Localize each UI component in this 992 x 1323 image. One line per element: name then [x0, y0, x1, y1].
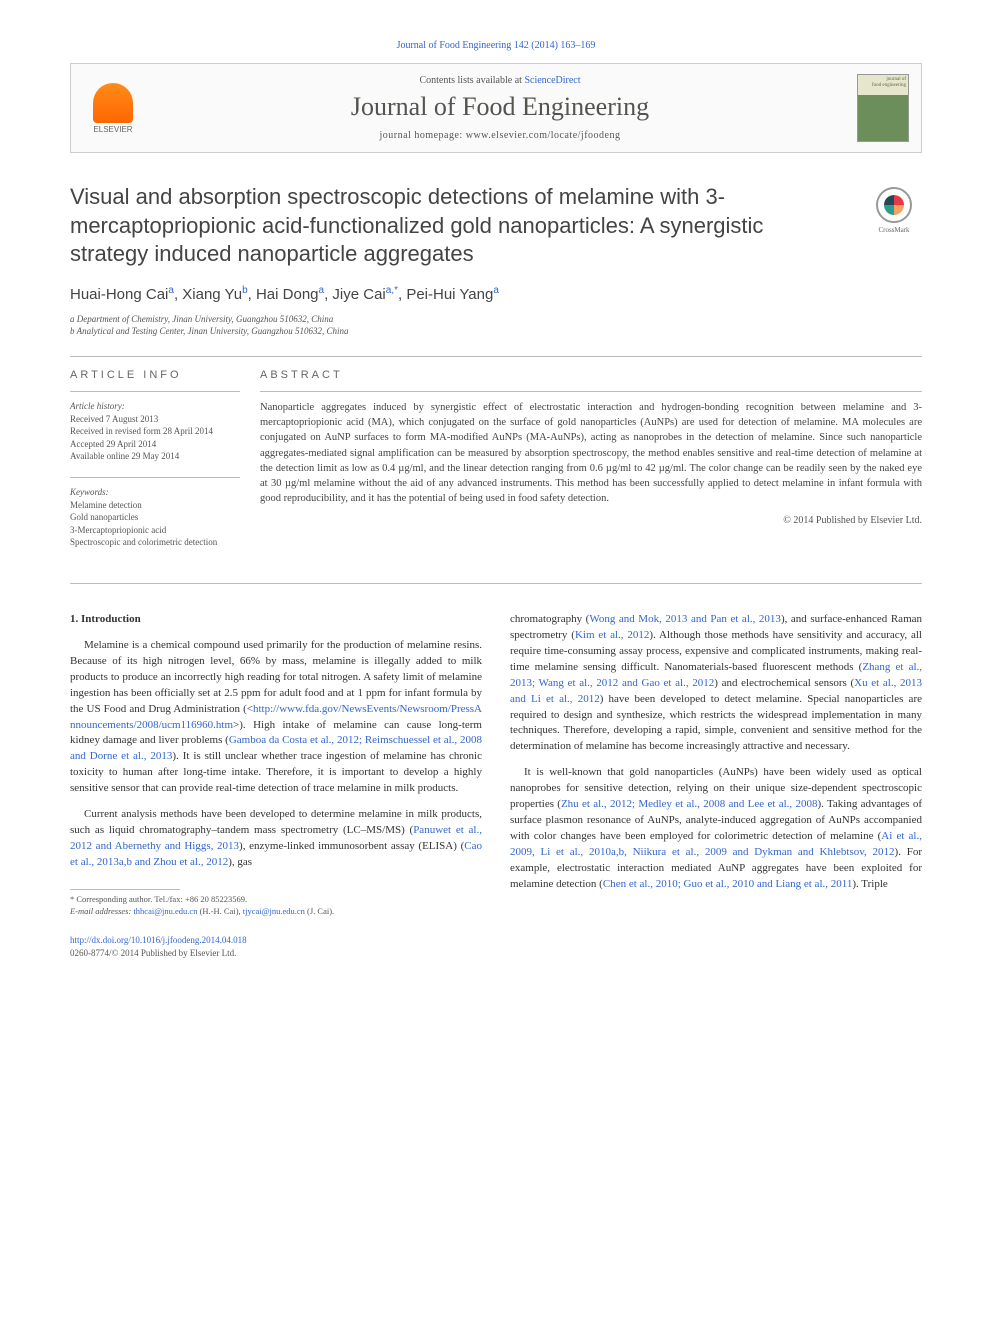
elsevier-tree-icon: [93, 83, 133, 123]
abstract-label: ABSTRACT: [260, 369, 922, 381]
p2-text-c: ), gas: [228, 856, 252, 868]
history-revised: Received in revised form 28 April 2014: [70, 425, 240, 438]
homepage-prefix: journal homepage:: [380, 130, 466, 141]
email-1[interactable]: thhcai@jnu.edu.cn: [133, 906, 197, 916]
history-label: Article history:: [70, 400, 240, 413]
body-paragraph-4: It is well-known that gold nanoparticles…: [510, 765, 922, 893]
p3-text-d: ) and electrochemical sensors (: [714, 677, 854, 689]
keywords-label: Keywords:: [70, 486, 240, 499]
author-5: , Pei-Hui Yang: [398, 286, 493, 303]
divider-top: [70, 356, 922, 357]
article-info-label: ARTICLE INFO: [70, 369, 240, 381]
corresponding-author: * Corresponding author. Tel./fax: +86 20…: [70, 894, 482, 906]
footer-block: http://dx.doi.org/10.1016/j.jfoodeng.201…: [70, 934, 482, 960]
article-title: Visual and absorption spectroscopic dete…: [70, 183, 922, 269]
body-paragraph-1: Melamine is a chemical compound used pri…: [70, 638, 482, 797]
contents-prefix: Contents lists available at: [419, 75, 524, 86]
journal-name: Journal of Food Engineering: [155, 92, 845, 122]
body-column-left: 1. Introduction Melamine is a chemical c…: [70, 612, 482, 960]
body-paragraph-3: chromatography (Wong and Mok, 2013 and P…: [510, 612, 922, 755]
email-1-name: (H.-H. Cai),: [197, 906, 242, 916]
journal-cover-label: journal of food engineering: [872, 77, 906, 88]
body-paragraph-2: Current analysis methods have been devel…: [70, 807, 482, 871]
journal-reference: Journal of Food Engineering 142 (2014) 1…: [70, 40, 922, 51]
email-2-name: (J. Cai).: [305, 906, 334, 916]
keyword-1: Melamine detection: [70, 499, 240, 512]
keyword-3: 3-Mercaptopriopionic acid: [70, 524, 240, 537]
p2-text-b: ), enzyme-linked immunosorbent assay (EL…: [239, 840, 464, 852]
abstract-text: Nanoparticle aggregates induced by syner…: [260, 400, 922, 507]
history-online: Available online 29 May 2014: [70, 450, 240, 463]
divider-abstract: [260, 391, 922, 392]
article-info-column: ARTICLE INFO Article history: Received 7…: [70, 369, 260, 563]
page-container: Journal of Food Engineering 142 (2014) 1…: [0, 0, 992, 1000]
author-2: , Xiang Yu: [174, 286, 242, 303]
section-heading-1: 1. Introduction: [70, 612, 482, 628]
history-accepted: Accepted 29 April 2014: [70, 438, 240, 451]
p4-text-d: ). Triple: [852, 878, 887, 890]
body-column-right: chromatography (Wong and Mok, 2013 and P…: [510, 612, 922, 960]
author-4: , Jiye Cai: [324, 286, 386, 303]
author-1: Huai-Hong Cai: [70, 286, 168, 303]
elsevier-logo[interactable]: ELSEVIER: [83, 78, 143, 138]
email-label: E-mail addresses:: [70, 906, 133, 916]
keyword-2: Gold nanoparticles: [70, 511, 240, 524]
footnotes: * Corresponding author. Tel./fax: +86 20…: [70, 894, 482, 918]
email-2[interactable]: tjycai@jnu.edu.cn: [243, 906, 305, 916]
crossmark-badge[interactable]: CrossMark: [866, 187, 922, 243]
journal-header: ELSEVIER Contents lists available at Sci…: [70, 63, 922, 153]
p3-citation-1[interactable]: Wong and Mok, 2013 and Pan et al., 2013: [589, 613, 781, 625]
p4-citation-3[interactable]: Chen et al., 2010; Guo et al., 2010 and …: [603, 878, 852, 890]
homepage-url[interactable]: www.elsevier.com/locate/jfoodeng: [466, 130, 621, 141]
affiliations: a Department of Chemistry, Jinan Univers…: [70, 313, 922, 338]
history-received: Received 7 August 2013: [70, 413, 240, 426]
body-columns: 1. Introduction Melamine is a chemical c…: [70, 612, 922, 960]
keyword-4: Spectroscopic and colorimetric detection: [70, 536, 240, 549]
author-list: Huai-Hong Caia, Xiang Yub, Hai Donga, Ji…: [70, 285, 922, 303]
issn-copyright: 0260-8774/© 2014 Published by Elsevier L…: [70, 947, 482, 960]
journal-homepage: journal homepage: www.elsevier.com/locat…: [155, 130, 845, 141]
contents-line: Contents lists available at ScienceDirec…: [155, 75, 845, 86]
abstract-column: ABSTRACT Nanoparticle aggregates induced…: [260, 369, 922, 563]
affiliation-a: a Department of Chemistry, Jinan Univers…: [70, 313, 922, 326]
p3-citation-2[interactable]: Kim et al., 2012: [575, 629, 649, 641]
header-center: Contents lists available at ScienceDirec…: [155, 75, 845, 141]
info-abstract-row: ARTICLE INFO Article history: Received 7…: [70, 369, 922, 563]
doi-link[interactable]: http://dx.doi.org/10.1016/j.jfoodeng.201…: [70, 934, 482, 947]
author-5-aff[interactable]: a: [493, 285, 499, 296]
footnote-divider: [70, 889, 180, 890]
email-line: E-mail addresses: thhcai@jnu.edu.cn (H.-…: [70, 906, 482, 918]
abstract-copyright: © 2014 Published by Elsevier Ltd.: [260, 515, 922, 526]
crossmark-label: CrossMark: [878, 226, 909, 234]
author-3: , Hai Dong: [248, 286, 319, 303]
article-history: Article history: Received 7 August 2013 …: [70, 400, 240, 463]
divider-info-2: [70, 477, 240, 478]
elsevier-label: ELSEVIER: [93, 125, 132, 134]
p4-citation-1[interactable]: Zhu et al., 2012; Medley et al., 2008 an…: [561, 798, 818, 810]
p3-text-a: chromatography (: [510, 613, 589, 625]
crossmark-icon: [876, 187, 912, 223]
affiliation-b: b Analytical and Testing Center, Jinan U…: [70, 325, 922, 338]
divider-info-1: [70, 391, 240, 392]
keywords-block: Keywords: Melamine detection Gold nanopa…: [70, 486, 240, 549]
divider-bottom: [70, 583, 922, 584]
journal-cover-icon[interactable]: journal of food engineering: [857, 74, 909, 142]
author-4-aff[interactable]: a,*: [386, 285, 398, 296]
sciencedirect-link[interactable]: ScienceDirect: [524, 75, 580, 86]
